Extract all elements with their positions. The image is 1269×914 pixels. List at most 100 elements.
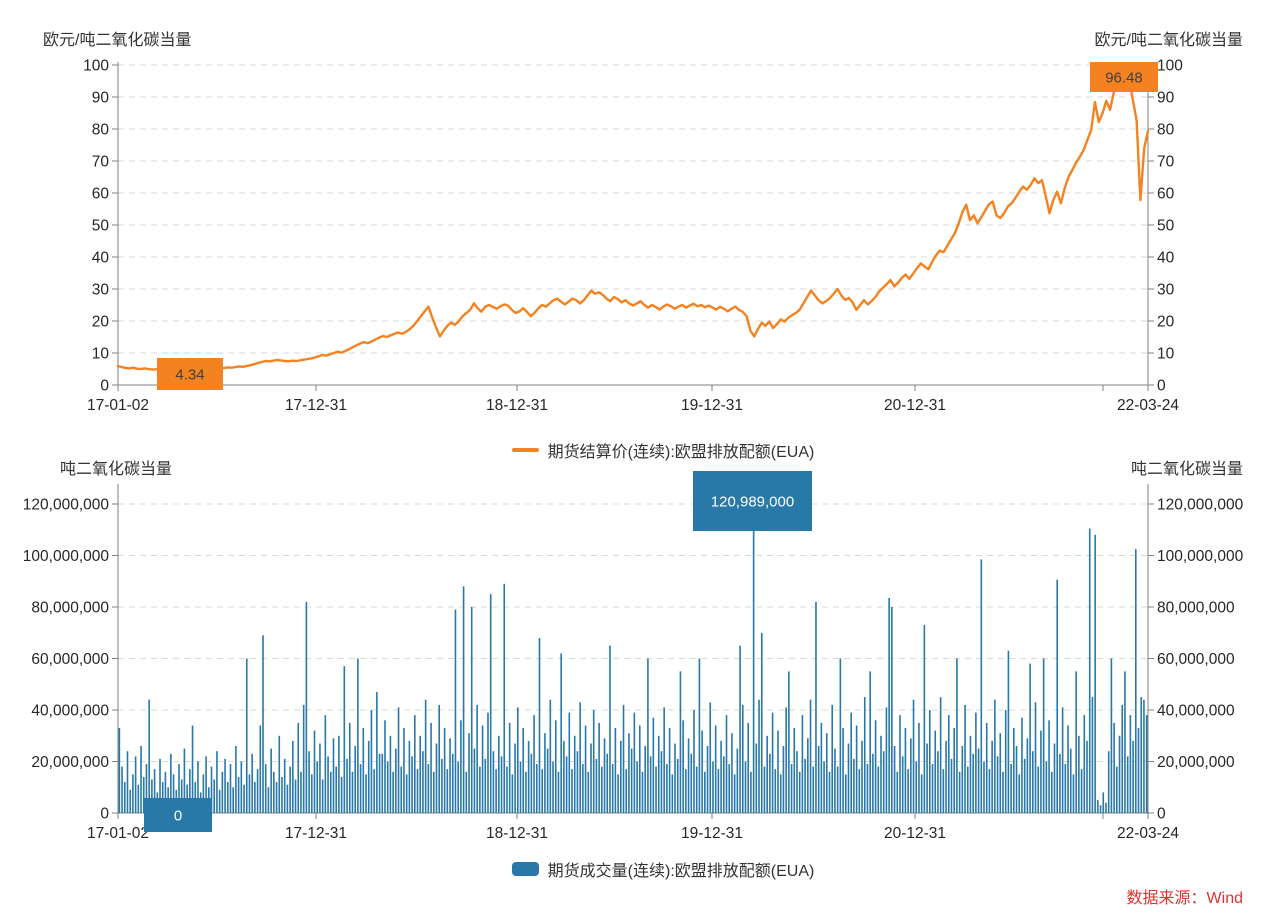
annotation-value: 4.34 (175, 367, 204, 384)
volume-bar (275, 782, 278, 813)
volume-bar (779, 774, 782, 813)
volume-bar (546, 748, 549, 813)
volume-bar (701, 730, 703, 813)
volume-bar (1034, 702, 1037, 813)
volume-bar (807, 738, 809, 813)
volume-bar (292, 740, 294, 813)
volume-bar (704, 771, 706, 813)
volume-bar (647, 658, 649, 813)
volume-bar (796, 751, 798, 813)
volume-bar (945, 740, 947, 813)
y-tick-label-right: 10 (1157, 346, 1175, 363)
volume-bar (614, 728, 617, 813)
volume-bar (522, 728, 525, 813)
volume-bar (1080, 769, 1083, 813)
x-tick-label: 19-12-31 (681, 825, 743, 842)
y-tick-label-right: 50 (1157, 218, 1175, 235)
y-tick-label-left: 0 (100, 378, 109, 395)
volume-bar (657, 735, 660, 814)
volume-bar (560, 653, 562, 813)
volume-bar (763, 766, 766, 813)
volume-bar (923, 625, 926, 813)
volume-bar (931, 764, 934, 813)
volume-bar (991, 740, 993, 813)
y-tick-label-left: 40 (92, 250, 110, 267)
volume-bar (348, 722, 351, 813)
volume-bar (126, 751, 129, 813)
volume-bar (411, 756, 413, 813)
volume-bar (161, 782, 164, 813)
volume-bar (351, 771, 354, 813)
price-axis-title-right: 欧元/吨二氧化碳当量 (1094, 32, 1243, 49)
volume-bar (218, 789, 221, 813)
volume-bar (595, 758, 598, 813)
volume-bar (300, 771, 302, 813)
volume-bar (397, 707, 400, 813)
volume-bar (766, 735, 768, 814)
volume-bar (579, 702, 581, 813)
volume-bar (620, 740, 622, 813)
volume-bar (901, 756, 904, 813)
y-tick-label-right: 20 (1157, 314, 1175, 331)
price-line-swatch-icon (511, 448, 539, 452)
volume-bar (1040, 730, 1042, 813)
volume-bar (671, 774, 674, 813)
volume-bar (582, 764, 584, 813)
volume-bar (389, 735, 392, 814)
volume-bar (533, 715, 535, 813)
volume-bar (601, 766, 603, 813)
volume-bar (454, 609, 457, 813)
volume-bar (129, 789, 131, 813)
volume-bar (733, 774, 736, 813)
y-tick-label-right: 60,000,000 (1157, 651, 1235, 668)
volume-bar (525, 771, 527, 813)
volume-bar (609, 645, 611, 813)
volume-bar (134, 756, 137, 813)
volume-bar (826, 733, 828, 813)
volume-bar (777, 730, 779, 813)
volume-bar (1078, 735, 1080, 814)
volume-bar (538, 637, 541, 813)
volume-bar (262, 635, 264, 813)
volume-bar (308, 751, 310, 813)
volume-bar (958, 771, 961, 813)
volume-bar (587, 771, 590, 813)
volume-bar (297, 722, 300, 813)
volume-bar (148, 699, 150, 813)
y-tick-label-left: 30 (92, 282, 110, 299)
volume-bar (159, 758, 161, 813)
volume-bar (1132, 740, 1134, 813)
volume-bar (695, 766, 698, 813)
volume-bar (915, 761, 918, 813)
volume-bar (630, 748, 633, 813)
volume-bar (1083, 715, 1086, 813)
volume-bar (229, 764, 232, 813)
volume-bar (782, 746, 785, 813)
volume-bar (281, 777, 283, 813)
annotation-value: 96.48 (1105, 70, 1143, 87)
volume-bar (920, 774, 923, 813)
volume-bar (395, 748, 397, 813)
annotation-box (157, 358, 223, 390)
volume-legend: 期货成交量(连续):欧盟排放配额(EUA) (118, 857, 1148, 881)
volume-bar (473, 748, 476, 813)
data-source-label: 数据来源：Wind (1126, 890, 1243, 907)
y-tick-label-left: 80,000,000 (31, 600, 109, 617)
volume-bar (690, 753, 693, 813)
volume-bar (828, 771, 831, 813)
volume-bar (1088, 528, 1091, 813)
volume-bar (319, 743, 321, 813)
volume-bar-swatch-icon (511, 862, 539, 876)
volume-bar (1002, 771, 1004, 813)
volume-bar (495, 769, 497, 813)
volume-bar (527, 740, 530, 813)
volume-bar (278, 735, 281, 814)
y-tick-label-left: 80 (92, 122, 110, 139)
y-tick-label-right: 90 (1157, 90, 1175, 107)
volume-bar (1121, 704, 1124, 813)
volume-bar (975, 712, 977, 813)
volume-bar (237, 777, 240, 813)
y-tick-label-right: 100,000,000 (1157, 548, 1244, 565)
volume-bar (557, 771, 560, 813)
volume-bar (419, 735, 422, 814)
